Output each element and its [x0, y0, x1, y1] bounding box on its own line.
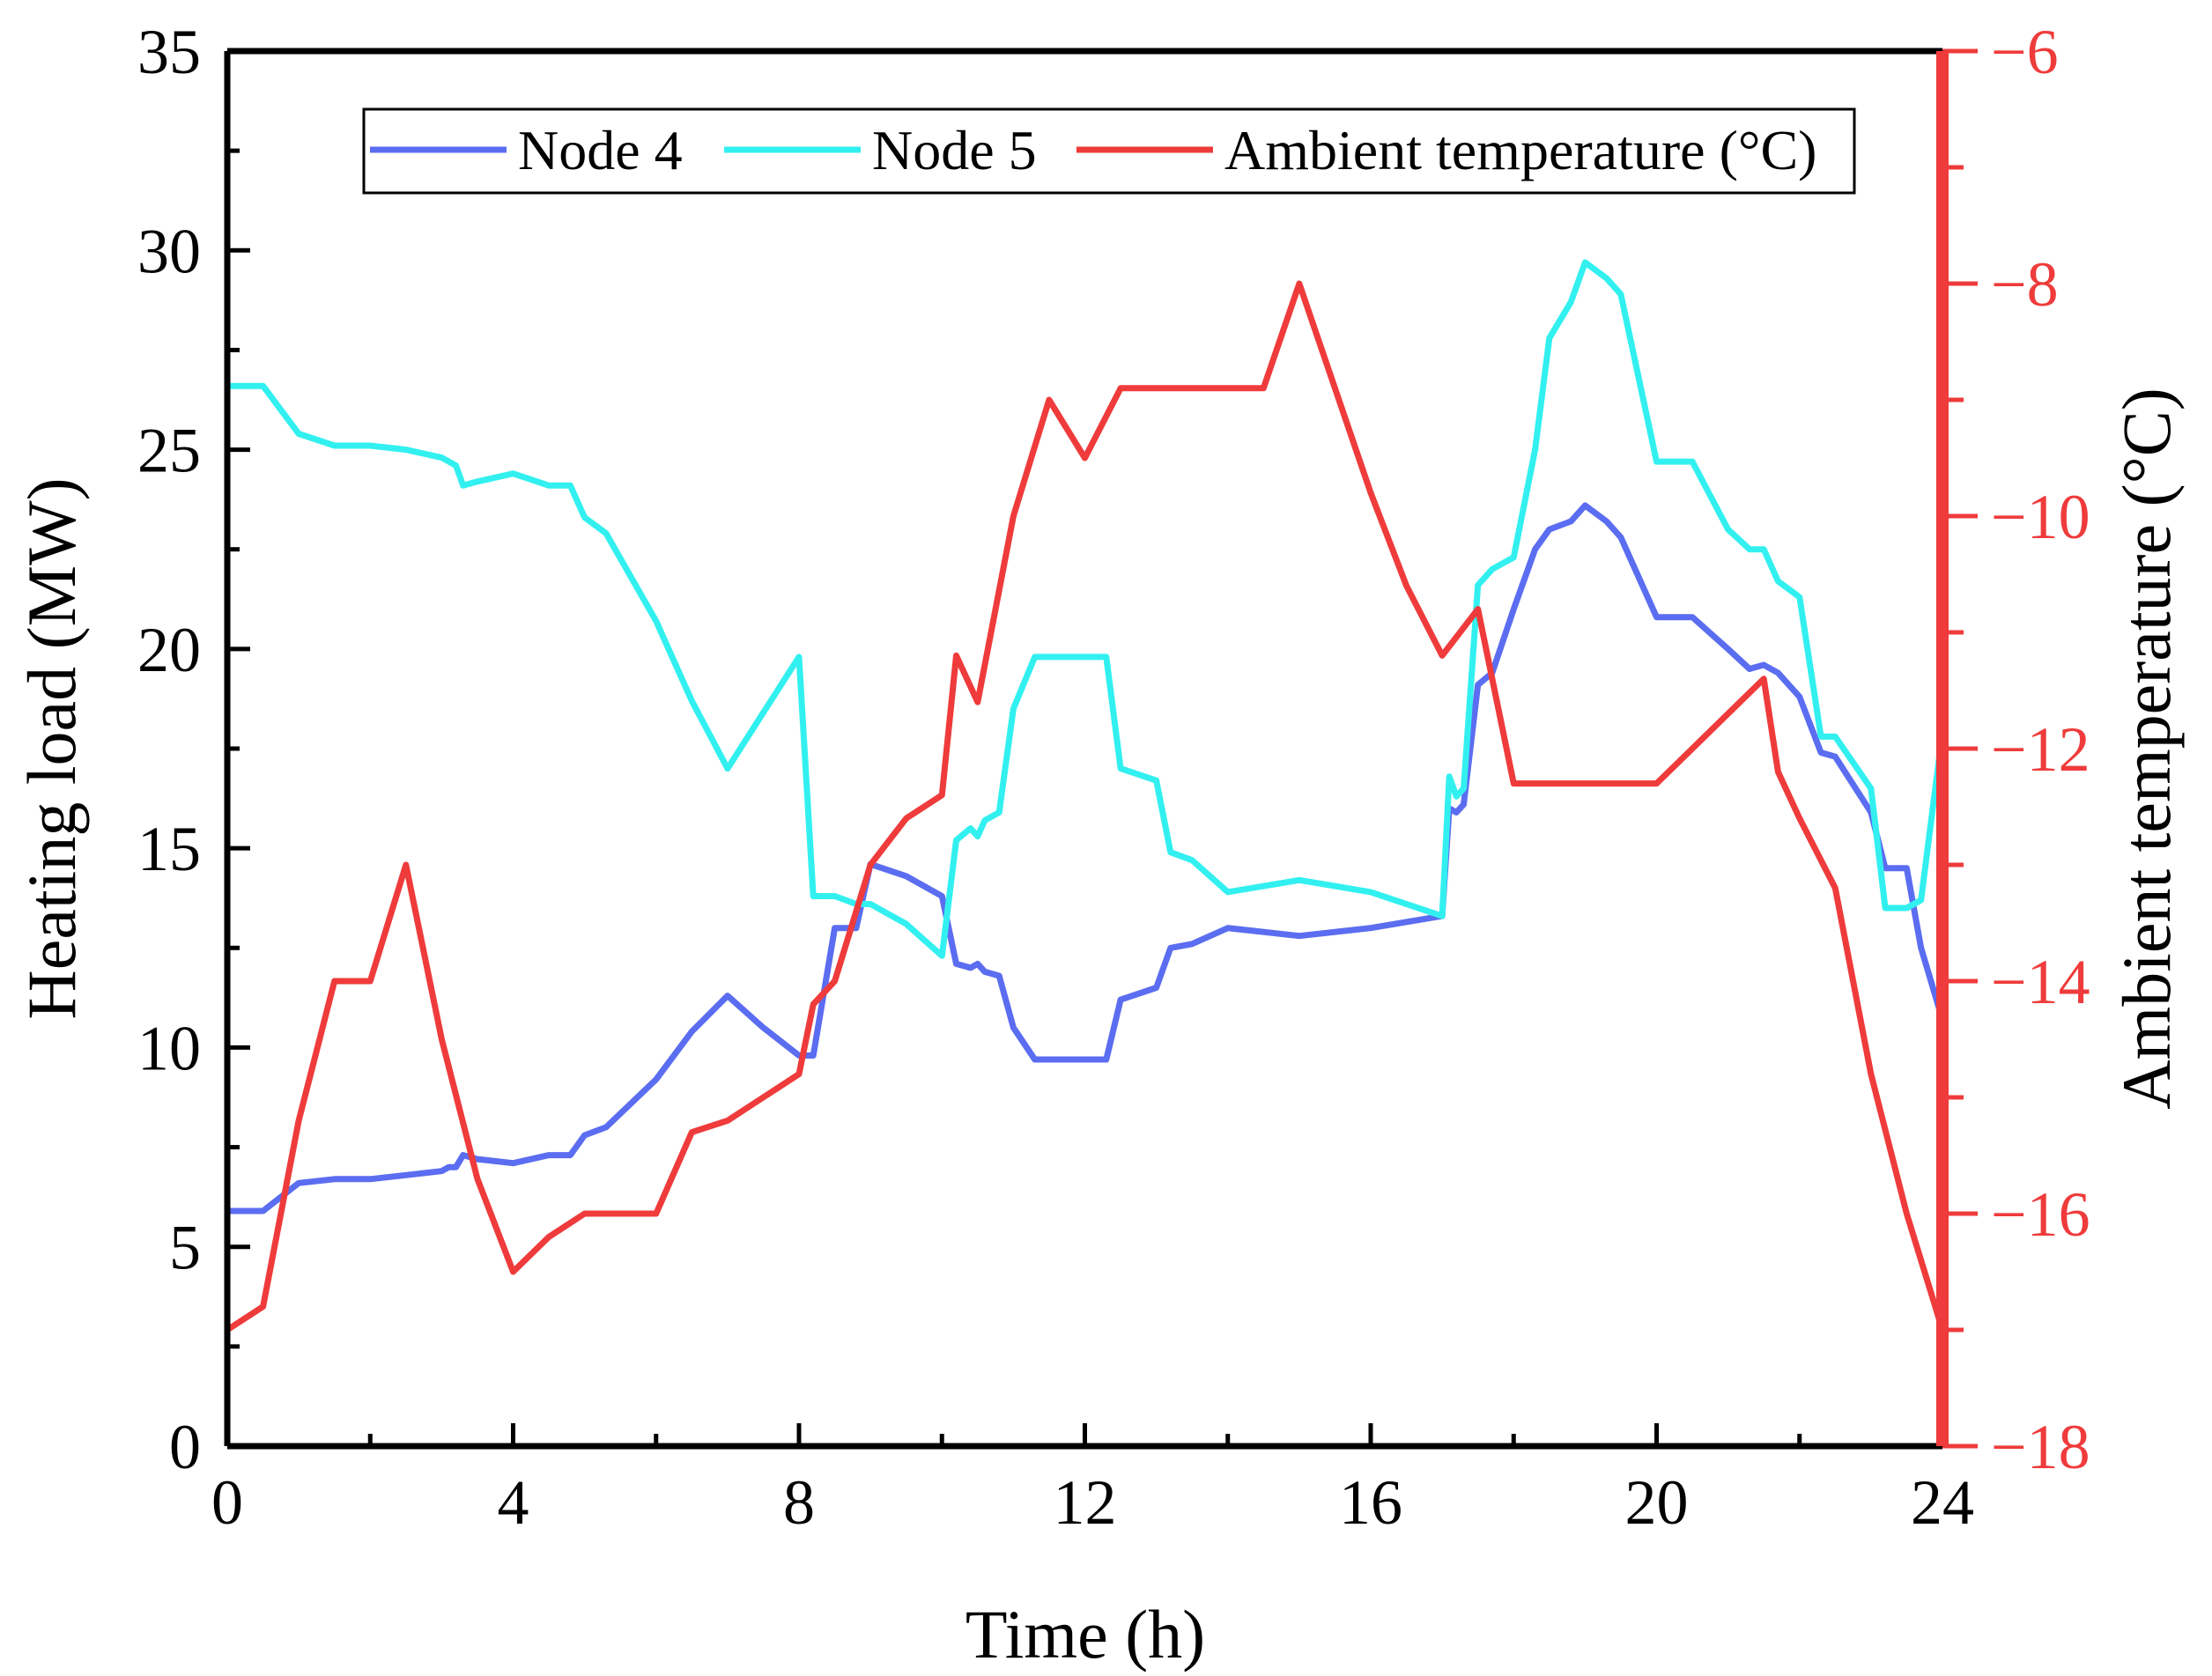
x-tick-label: 24 — [1911, 1467, 1974, 1538]
y2-axis-title: Ambient temperature (°C) — [2108, 388, 2185, 1110]
legend-label-ambient: Ambient temperature (°C) — [1224, 119, 1816, 181]
y-tick-label: 30 — [137, 216, 201, 286]
y2-tick-label: −12 — [1991, 714, 2090, 785]
ticks-layer: 0 4 8 12 16 20 24 0 5 10 15 20 25 30 35 −18 −16 −14 −12 −10… — [137, 17, 2090, 1538]
y2-tick-label: −10 — [1991, 482, 2090, 552]
x-tick-label: 20 — [1625, 1467, 1689, 1538]
y2-tick-label: −6 — [1991, 17, 2059, 87]
legend: Node 4 Node 5 Ambient temperature (°C) — [362, 107, 1856, 195]
y-tick-label: 25 — [137, 416, 201, 486]
y2-tick-label: −8 — [1991, 249, 2059, 320]
y2-tick-label: −18 — [1991, 1412, 2090, 1482]
series-line-node-4 — [224, 502, 1946, 1215]
y-tick-label: 15 — [137, 814, 201, 884]
legend-label-node5: Node 5 — [872, 119, 1037, 181]
y-tick-label: 0 — [169, 1412, 201, 1482]
y-tick-label: 35 — [137, 17, 201, 87]
y-axis-title: Heating load (MW) — [13, 477, 90, 1019]
x-axis-title: Time (h) — [965, 1596, 1205, 1672]
y-tick-label: 20 — [137, 615, 201, 685]
y2-tick-label: −14 — [1991, 947, 2090, 1017]
legend-label-node4: Node 4 — [518, 119, 683, 181]
x-tick-label: 12 — [1054, 1467, 1117, 1538]
y2-tick-label: −16 — [1991, 1179, 2090, 1250]
y-tick-label: 5 — [169, 1213, 201, 1283]
series-line-node-5 — [224, 259, 1946, 959]
x-tick-label: 16 — [1339, 1467, 1402, 1538]
series-line-ambient-temperature-c — [224, 280, 1946, 1333]
x-tick-label: 4 — [498, 1467, 529, 1538]
x-tick-label: 0 — [211, 1467, 243, 1538]
series-layer — [224, 259, 1946, 1333]
x-tick-label: 8 — [783, 1467, 815, 1538]
y-tick-label: 10 — [137, 1013, 201, 1083]
